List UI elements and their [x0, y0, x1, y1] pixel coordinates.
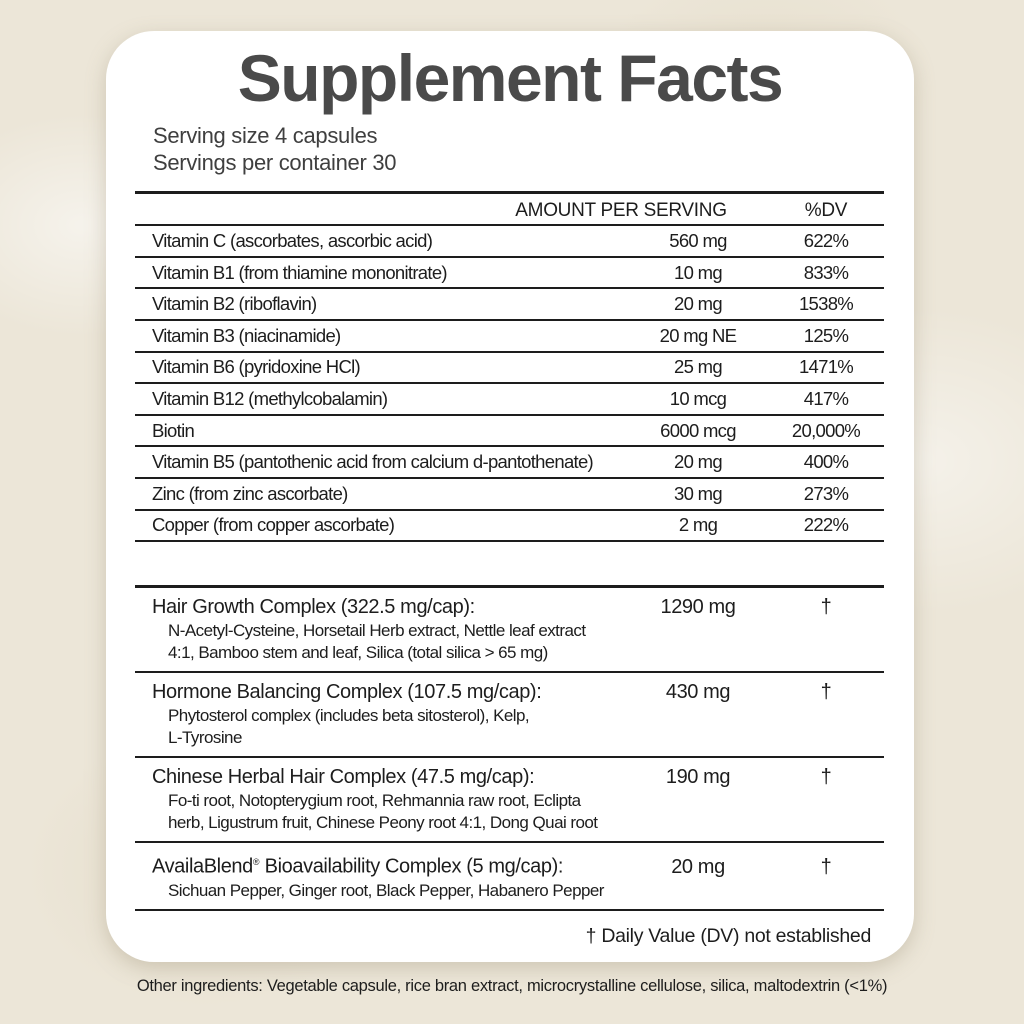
table-row: Vitamin B1 (from thiamine mononitrate) 10… [135, 255, 884, 288]
complex-title-row: Chinese Herbal Hair Complex (47.5 mg/cap… [135, 764, 884, 790]
complex-section: AvailaBlend® Bioavailability Complex (5 … [135, 843, 884, 912]
nutrient-name: Vitamin B6 (pyridoxine HCl) [152, 356, 361, 378]
complex-dv-dagger: † [820, 681, 832, 704]
complex-amount: 190 mg [665, 766, 731, 789]
complex-ingredients-line: L-Tyrosine [168, 727, 242, 747]
nutrient-name: Zinc (from zinc ascorbate) [152, 482, 348, 504]
complex-ingredients-line: Phytosterol complex (includes beta sitos… [168, 706, 530, 726]
table-row: Vitamin B3 (niacinamide) 20 mg NE 125% [135, 319, 884, 351]
nutrient-dv: 622% [803, 230, 849, 252]
nutrient-dv: 125% [803, 324, 849, 346]
complex-dv-dagger: † [820, 855, 832, 878]
nutrient-amount: 10 mcg [669, 388, 727, 410]
complex-amount: 1290 mg [660, 596, 736, 619]
complex-amount: 430 mg [665, 681, 731, 704]
dv-footnote: † Daily Value (DV) not established [585, 925, 872, 948]
servings-per-container: Servings per container 30 [153, 150, 397, 176]
nutrient-amount: 560 mg [669, 230, 727, 252]
nutrient-dv: 833% [803, 261, 849, 283]
complex-sections: Hair Growth Complex (322.5 mg/cap): 1290 … [135, 585, 884, 912]
complex-ingredients-line: Sichuan Pepper, Ginger root, Black Peppe… [168, 880, 604, 900]
complex-title-row: Hormone Balancing Complex (107.5 mg/cap)… [135, 679, 884, 705]
nutrient-name: Vitamin B3 (niacinamide) [152, 324, 341, 346]
complex-ingredients-line: Fo-ti root, Notopterygium root, Rehmanni… [168, 791, 581, 811]
complex-name: Chinese Herbal Hair Complex (47.5 mg/cap… [152, 766, 535, 789]
nutrient-name: Vitamin C (ascorbates, ascorbic acid) [152, 230, 433, 252]
nutrient-amount: 20 mg NE [659, 324, 737, 346]
complex-ingredients-line: N-Acetyl-Cysteine, Horsetail Herb extrac… [168, 621, 586, 641]
nutrient-dv: 417% [803, 388, 849, 410]
complex-section: Hormone Balancing Complex (107.5 mg/cap)… [135, 673, 884, 759]
complex-ingredients-line: herb, Ligustrum fruit, Chinese Peony roo… [168, 812, 598, 832]
complex-amount: 20 mg [671, 855, 725, 878]
nutrient-amount: 10 mg [674, 261, 723, 283]
nutrient-amount: 6000 mcg [660, 419, 736, 441]
other-ingredients: Other ingredients: Vegetable capsule, ri… [136, 977, 888, 995]
nutrient-amount: 20 mg [674, 451, 723, 473]
complex-ingredients-line: 4:1, Bamboo stem and leaf, Silica (total… [168, 642, 548, 662]
column-header-amount: AMOUNT PER SERVING [515, 200, 727, 222]
table-row: Vitamin C (ascorbates, ascorbic acid) 560… [135, 224, 884, 256]
serving-size: Serving size 4 capsules [153, 123, 378, 149]
nutrient-name: Vitamin B2 (riboflavin) [152, 293, 317, 315]
complex-name: Hormone Balancing Complex (107.5 mg/cap)… [152, 681, 542, 704]
nutrient-dv: 273% [803, 482, 849, 504]
nutrient-dv: 1471% [798, 356, 854, 378]
supplement-facts-card: Supplement Facts Serving size 4 capsules… [106, 31, 914, 962]
table-row: Zinc (from zinc ascorbate) 30 mg 273% [135, 477, 884, 509]
nutrient-dv: 20,000% [791, 419, 861, 441]
column-header-dv: %DV [804, 200, 848, 222]
complex-dv-dagger: † [820, 766, 832, 789]
table-header-row: AMOUNT PER SERVING %DV [135, 191, 884, 224]
table-row: Biotin 6000 mcg 20,000% [135, 413, 884, 446]
nutrient-name: Vitamin B12 (methylcobalamin) [152, 388, 388, 410]
facts-table: AMOUNT PER SERVING %DV Vitamin C (ascorb… [135, 191, 884, 948]
nutrient-amount: 2 mg [678, 514, 718, 536]
page-title: Supplement Facts [237, 41, 784, 115]
complex-section: Hair Growth Complex (322.5 mg/cap): 1290 … [135, 588, 884, 674]
serving-info: Serving size 4 capsules Servings per con… [153, 122, 914, 176]
nutrient-name: Copper (from copper ascorbate) [152, 514, 395, 536]
complex-name: Hair Growth Complex (322.5 mg/cap): [152, 596, 475, 619]
complex-name: AvailaBlend® Bioavailability Complex (5 … [152, 855, 564, 878]
nutrient-name: Vitamin B1 (from thiamine mononitrate) [152, 261, 448, 283]
nutrient-amount: 30 mg [674, 482, 723, 504]
complex-title-row: AvailaBlend® Bioavailability Complex (5 … [135, 849, 884, 880]
nutrient-rows: Vitamin C (ascorbates, ascorbic acid) 560… [135, 224, 884, 543]
nutrient-amount: 20 mg [674, 293, 723, 315]
table-row: Vitamin B5 (pantothenic acid from calciu… [135, 445, 884, 477]
nutrient-dv: 1538% [798, 293, 854, 315]
registered-mark: ® [252, 857, 260, 868]
table-row: Vitamin B2 (riboflavin) 20 mg 1538% [135, 287, 884, 319]
nutrient-name: Vitamin B5 (pantothenic acid from calciu… [152, 451, 594, 473]
complex-dv-dagger: † [820, 596, 832, 619]
nutrient-dv: 400% [803, 451, 849, 473]
complex-title-row: Hair Growth Complex (322.5 mg/cap): 1290 … [135, 594, 884, 620]
nutrient-name: Biotin [152, 419, 195, 441]
table-row: Copper (from copper ascorbate) 2 mg 222% [135, 508, 884, 541]
nutrient-amount: 25 mg [674, 356, 723, 378]
table-row: Vitamin B6 (pyridoxine HCl) 25 mg 1471% [135, 350, 884, 383]
nutrient-dv: 222% [803, 514, 849, 536]
complex-section: Chinese Herbal Hair Complex (47.5 mg/cap… [135, 758, 884, 844]
table-row: Vitamin B12 (methylcobalamin) 10 mcg 417% [135, 382, 884, 414]
